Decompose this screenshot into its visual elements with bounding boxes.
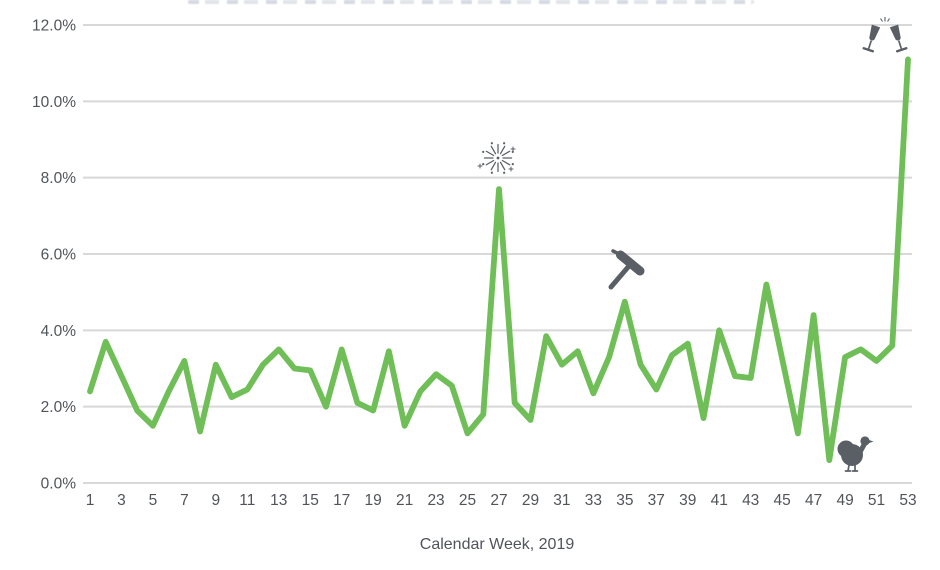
x-axis-tick-label: 17 [333,492,350,509]
x-axis-tick-label: 49 [836,492,853,509]
y-axis-tick-label: 4.0% [41,323,77,340]
x-axis-tick-label: 9 [212,492,221,509]
x-axis-tick-label: 43 [742,492,759,509]
y-axis-tick-label: 12.0% [32,18,76,35]
data-line-series [87,56,911,463]
turkey-icon [837,436,874,472]
y-axis-tick-label: 6.0% [41,247,77,264]
y-axis-tick-label: 0.0% [41,476,77,493]
x-axis-tick-labels: 1 3 5 7 9 11 13 15 17 19 21 23 25 27 29 31 33 35 37 39 41 43 4… [86,492,917,509]
x-axis-tick-label: 29 [522,492,539,509]
x-axis-tick-label: 31 [553,492,570,509]
x-axis-tick-label: 13 [270,492,287,509]
x-axis-tick-label: 37 [648,492,665,509]
y-axis-tick-label: 8.0% [41,170,77,187]
x-axis-tick-label: 3 [117,492,126,509]
gridlines [83,24,912,484]
clinking-glasses-icon [862,17,908,53]
x-axis-tick-label: 25 [459,492,476,509]
x-axis-title: Calendar Week, 2019 [420,536,575,553]
x-axis-tick-label: 47 [805,492,822,509]
x-axis-tick-label: 41 [711,492,728,509]
x-axis-tick-label: 21 [396,492,413,509]
x-axis-tick-label: 51 [868,492,885,509]
x-axis-tick-label: 7 [180,492,189,509]
x-axis-tick-label: 45 [774,492,791,509]
x-axis-tick-label: 27 [490,492,507,509]
x-axis-tick-label: 1 [86,492,95,509]
x-axis-tick-label: 19 [365,492,382,509]
x-axis-tick-label: 23 [427,492,444,509]
hammer-icon [608,249,645,290]
y-axis-tick-label: 10.0% [32,94,76,111]
x-axis-tick-label: 5 [149,492,158,509]
fireworks-icon [477,142,516,174]
x-axis-tick-label: 35 [616,492,633,509]
x-axis-tick-label: 53 [899,492,916,509]
x-axis-tick-label: 33 [585,492,602,509]
annotation-icons [477,17,908,472]
x-axis-tick-label: 11 [239,492,255,509]
x-axis-tick-label: 15 [302,492,319,509]
y-axis-tick-labels: 0.0% 2.0% 4.0% 6.0% 8.0% 10.0% 12.0% [32,18,76,493]
cropped-title-remnant [188,0,754,4]
y-axis-tick-label: 2.0% [41,399,77,416]
x-axis-tick-label: 39 [679,492,696,509]
